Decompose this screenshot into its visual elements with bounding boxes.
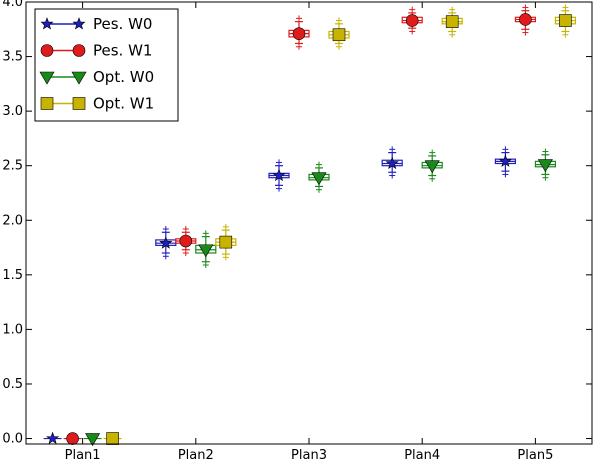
data-point: [498, 154, 512, 167]
x-tick-label: Plan3: [291, 448, 327, 462]
legend-marker: [71, 71, 87, 85]
y-tick-label: 0.0: [2, 432, 23, 447]
y-tick-label: 3.5: [2, 50, 23, 65]
data-point: [219, 235, 233, 249]
series-opt-w1: [103, 4, 577, 445]
legend-entry: Pes. W1: [40, 42, 152, 60]
data-point: [292, 27, 306, 40]
legend-marker: [40, 97, 54, 110]
y-tick-label: 2.0: [2, 213, 23, 228]
data-point: [445, 15, 459, 28]
data-point: [311, 172, 327, 186]
legend-marker: [72, 17, 86, 30]
data-point: [106, 432, 119, 445]
data-point: [159, 236, 173, 249]
series-pes-w1: [63, 4, 537, 445]
data-point: [559, 14, 572, 27]
legend-marker: [72, 44, 86, 57]
y-tick-label: 1.0: [2, 322, 23, 337]
data-point: [332, 28, 346, 42]
data-point: [85, 433, 101, 447]
x-tick-label: Plan4: [404, 448, 440, 462]
series-pes-w0: [43, 146, 516, 445]
y-tick-label: 2.5: [2, 159, 23, 174]
legend-marker: [40, 17, 54, 30]
legend-label: Opt. W1: [93, 95, 154, 113]
legend-entry: Opt. W0: [39, 68, 154, 86]
legend-label: Pes. W0: [93, 15, 152, 33]
legend-label: Opt. W0: [93, 68, 154, 86]
legend-entry: Pes. W0: [40, 15, 152, 33]
data-point: [519, 13, 532, 26]
data-point: [46, 431, 60, 445]
data-point: [179, 234, 193, 248]
data-point: [405, 14, 419, 27]
legend-marker: [72, 97, 86, 110]
legend-marker: [39, 71, 55, 85]
y-tick-label: 3.0: [2, 104, 23, 119]
x-tick-label: Plan5: [517, 448, 553, 462]
legend-label: Pes. W1: [93, 42, 152, 60]
data-point: [537, 159, 553, 173]
chart-marks: [43, 4, 577, 447]
data-point: [385, 156, 399, 170]
legend: Pes. W0 Pes. W1 Opt. W0 Opt. W1: [34, 8, 179, 122]
y-tick-label: 4.0: [2, 0, 23, 10]
y-tick-label: 0.5: [2, 377, 23, 392]
data-point: [272, 168, 286, 182]
y-tick-label: 1.5: [2, 268, 23, 283]
x-tick-label: Plan1: [65, 448, 101, 462]
series-opt-w0: [83, 148, 557, 447]
data-point: [198, 244, 214, 258]
data-point: [66, 432, 79, 445]
x-tick-label: Plan2: [178, 448, 214, 462]
legend-box: [34, 8, 179, 122]
legend-marker: [40, 44, 54, 57]
data-point: [424, 160, 440, 174]
legend-entry: Opt. W1: [40, 95, 154, 113]
